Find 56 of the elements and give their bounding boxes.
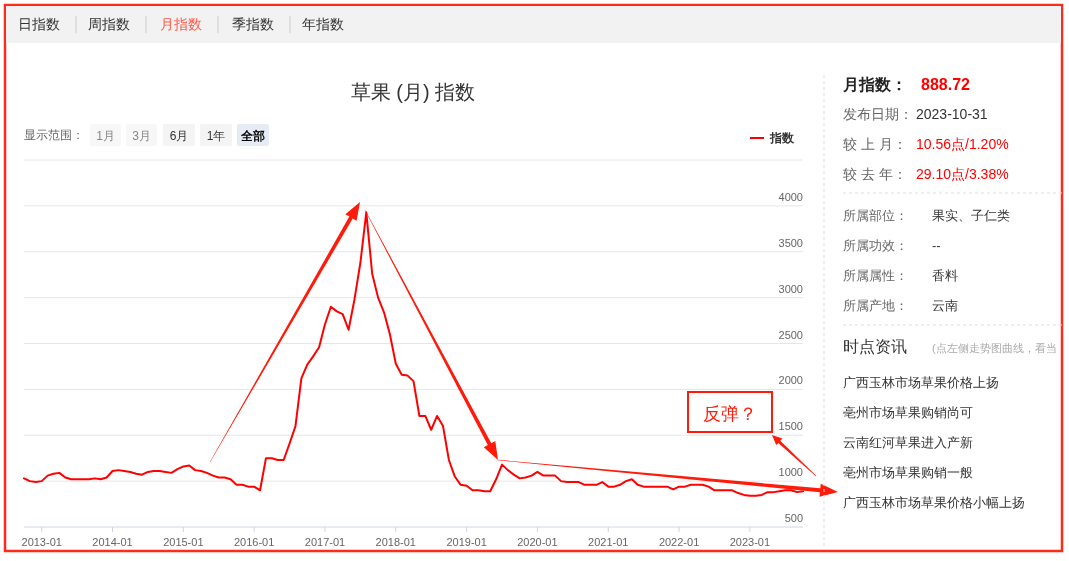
text: 广西玉林市场草果价格上扬 — [843, 375, 999, 390]
x-tick-label: 2014-01 — [92, 536, 133, 548]
y-tick-label: 2500 — [778, 328, 803, 341]
text: 年指数 — [302, 16, 344, 32]
text: 周指数 — [88, 16, 130, 32]
text: 月指数： — [842, 76, 907, 93]
y-tick-label: 4000 — [778, 190, 803, 203]
x-tick-label: 2013-01 — [21, 536, 62, 548]
text: 发布日期： — [843, 106, 913, 122]
y-tick-label: 1000 — [778, 466, 803, 479]
text: 所属属性： — [843, 268, 908, 283]
text: 29.10点/3.38% — [916, 166, 1009, 182]
text: 时点资讯 — [843, 338, 907, 355]
x-tick-label: 2023-01 — [729, 536, 771, 548]
x-tick-label: 2020-01 — [517, 536, 558, 548]
text: 香料 — [932, 268, 958, 283]
text: 亳州市场草果购销尚可 — [843, 405, 973, 420]
text: 云南红河草果进入产新 — [843, 435, 973, 450]
text: 显示范围： — [24, 128, 84, 142]
text: 较 上 月： — [843, 136, 907, 152]
text: 云南 — [932, 298, 958, 313]
text: 所属产地： — [843, 298, 908, 313]
y-tick-label: 500 — [784, 512, 803, 524]
x-tick-label: 2019-01 — [446, 536, 487, 548]
text: 6月 — [169, 129, 189, 143]
x-tick-label: 2018-01 — [375, 536, 416, 548]
text: 广西玉林市场草果价格小幅上扬 — [843, 495, 1025, 510]
text: 所属部位： — [843, 208, 908, 223]
x-tick-label: 2015-01 — [163, 536, 204, 548]
y-tick-label: 1500 — [778, 420, 803, 433]
annotation: 反弹？ — [703, 404, 757, 424]
text: (点左侧走势图曲线，看当 — [932, 342, 1057, 354]
x-tick-label: 2022-01 — [658, 536, 700, 548]
text: 2023-10-31 — [916, 106, 988, 122]
y-tick-label: 2000 — [778, 374, 803, 387]
text: 果实、子仁类 — [932, 208, 1010, 223]
x-tick-label: 2016-01 — [233, 536, 275, 548]
text: -- — [932, 238, 941, 253]
legend-label: 指数 — [769, 131, 795, 145]
text: 全部 — [240, 129, 265, 143]
text: 月指数 — [160, 16, 202, 32]
x-tick-label: 2021-01 — [588, 536, 629, 548]
text: 季指数 — [232, 16, 274, 32]
text: 10.56点/1.20% — [916, 136, 1009, 152]
x-tick-label: 2017-01 — [304, 536, 346, 548]
text: 所属功效： — [843, 238, 908, 253]
text: 1月 — [96, 129, 115, 143]
chart-title: 草果 (月) 指数 — [350, 81, 476, 103]
text: 日指数 — [18, 16, 60, 32]
text: 较 去 年： — [843, 166, 907, 182]
text: 3月 — [132, 129, 151, 143]
text: 888.72 — [921, 76, 971, 93]
y-tick-label: 3500 — [778, 236, 803, 249]
y-tick-label: 3000 — [778, 282, 803, 295]
text: 1年 — [206, 129, 226, 143]
text: 亳州市场草果购销一般 — [843, 465, 973, 480]
